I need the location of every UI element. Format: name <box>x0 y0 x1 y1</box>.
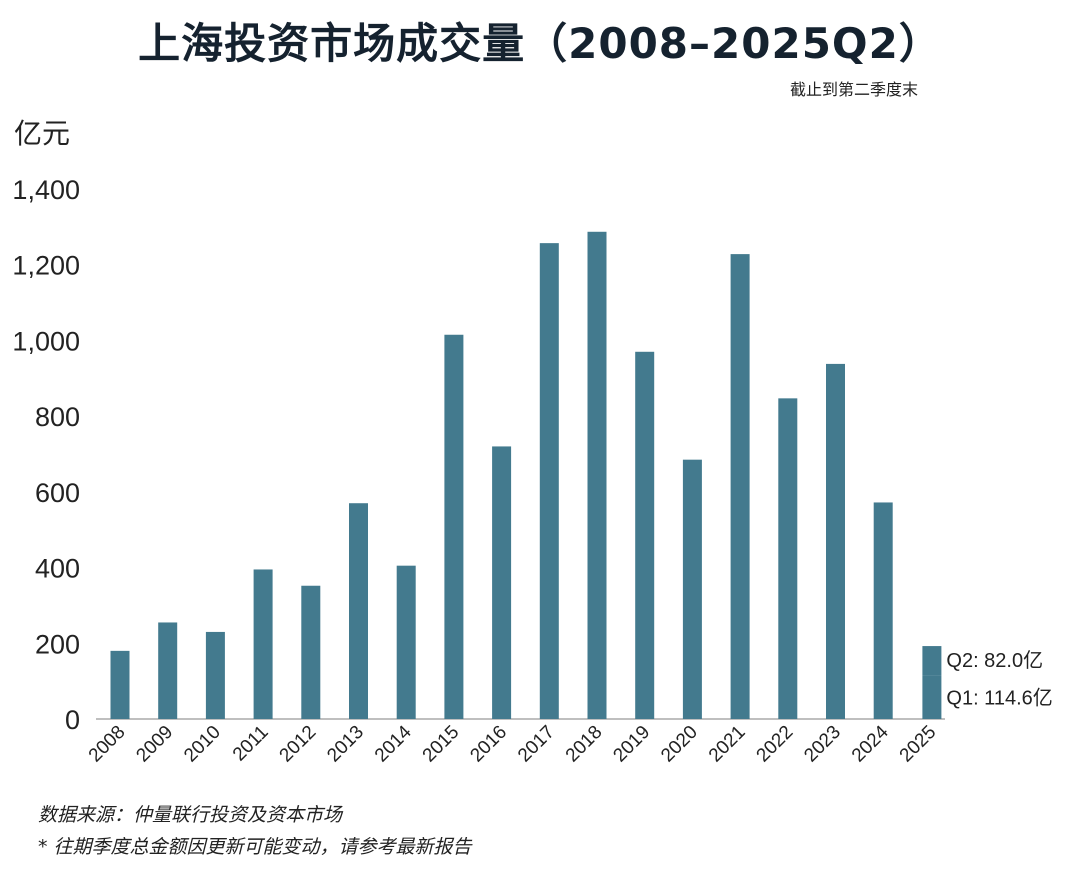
bar-2012 <box>301 585 321 719</box>
y-tick-label: 200 <box>35 629 80 659</box>
x-tick-label: 2008 <box>85 722 130 767</box>
bar-2010 <box>205 631 225 719</box>
x-tick-label: 2010 <box>180 722 225 767</box>
bar-2023 <box>826 363 845 719</box>
y-tick-label: 400 <box>35 554 80 584</box>
bar-2015 <box>444 334 464 719</box>
y-tick-label: 0 <box>65 705 80 735</box>
chart-subtitle: 截止到第二季度末 <box>789 80 918 99</box>
x-tick-label: 2015 <box>419 722 464 767</box>
x-tick-label: 2023 <box>800 722 845 767</box>
x-tick-label: 2024 <box>848 721 893 766</box>
chart-title: 上海投资市场成交量（2008–2025Q2） <box>138 19 942 68</box>
x-tick-label: 2019 <box>609 722 654 767</box>
segment-label-q1: Q1: 114.6亿 <box>946 686 1052 709</box>
y-tick-label: 800 <box>35 402 80 432</box>
segment-label-q2: Q2: 82.0亿 <box>946 649 1043 672</box>
x-tick-label: 2025 <box>896 722 941 767</box>
x-tick-label: 2018 <box>562 722 607 767</box>
bar-segment-2025-q1 <box>922 675 942 719</box>
bar-segment-2025-q2 <box>922 646 942 676</box>
x-tick-label: 2021 <box>705 722 750 767</box>
y-tick-label: 1,400 <box>12 175 80 205</box>
bar-2022 <box>778 398 798 719</box>
bar-2021 <box>730 254 750 719</box>
data-source-note: 数据来源：仲量联行投资及资本市场 <box>38 804 343 826</box>
bar-2017 <box>539 243 559 719</box>
bar-2014 <box>396 565 416 719</box>
bar-2019 <box>635 351 655 719</box>
x-tick-label: 2012 <box>276 722 321 767</box>
x-tick-label: 2011 <box>229 722 273 766</box>
x-tick-label: 2013 <box>323 722 368 767</box>
x-tick-label: 2014 <box>371 721 416 766</box>
footnote: * 往期季度总金额因更新可能变动，请参考最新报告 <box>38 836 472 858</box>
bar-2013 <box>349 503 368 719</box>
y-tick-label: 1,200 <box>12 251 80 281</box>
bar-2008 <box>110 650 130 719</box>
y-axis-unit-label: 亿元 <box>14 117 71 150</box>
bar-2011 <box>253 569 273 719</box>
bar-2016 <box>492 446 512 719</box>
x-tick-label: 2017 <box>514 722 559 767</box>
bar-2020 <box>682 459 702 719</box>
y-tick-label: 600 <box>35 478 80 508</box>
x-tick-label: 2020 <box>657 722 702 767</box>
bar-2024 <box>873 502 893 719</box>
x-tick-label: 2016 <box>466 722 511 767</box>
x-tick-label: 2022 <box>753 722 798 767</box>
x-tick-label: 2009 <box>132 722 177 767</box>
bar-2009 <box>158 622 178 719</box>
y-tick-label: 1,000 <box>12 326 80 356</box>
bar-2018 <box>587 231 607 719</box>
